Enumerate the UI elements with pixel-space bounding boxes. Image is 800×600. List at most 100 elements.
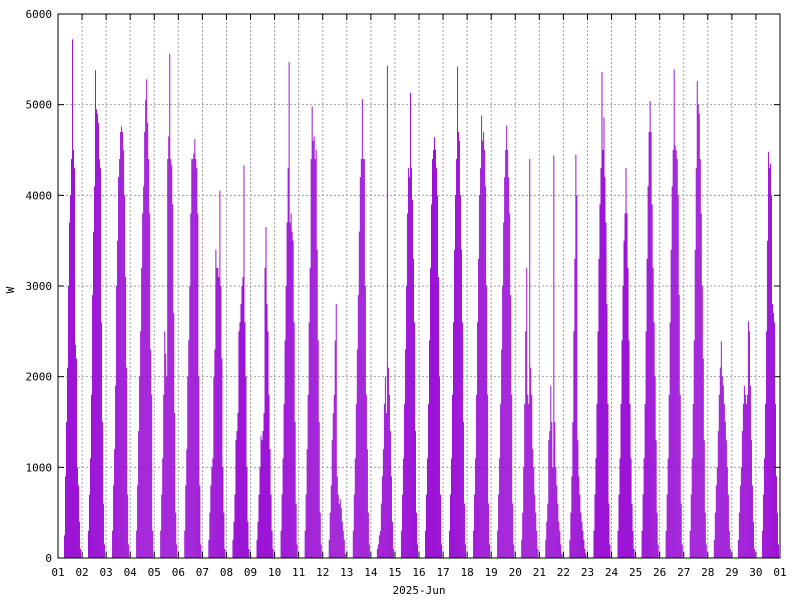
power-bar [669, 322, 671, 558]
power-bar [722, 385, 724, 558]
power-bar [310, 159, 312, 558]
power-bar [690, 494, 692, 558]
power-bar [726, 467, 728, 558]
power-bar [651, 204, 653, 558]
power-bar [196, 168, 198, 558]
power-bar [532, 449, 534, 558]
power-bar [729, 548, 731, 558]
power-bar [626, 213, 628, 558]
power-bar [673, 69, 675, 558]
power-bar [449, 530, 450, 558]
x-tick-label: 15 [388, 566, 401, 579]
power-bar [174, 412, 176, 558]
power-bar [597, 331, 599, 558]
power-bar [619, 458, 621, 558]
x-tick-label: 13 [340, 566, 353, 579]
power-bar [338, 503, 340, 558]
power-bar [387, 367, 389, 558]
power-bar [330, 485, 332, 558]
power-bar [262, 431, 264, 558]
x-tick-label: 09 [244, 566, 257, 579]
power-bar [212, 458, 214, 558]
power-bar [605, 222, 607, 558]
power-bar [556, 485, 558, 558]
power-bar [383, 403, 385, 558]
power-bar [725, 440, 727, 558]
power-bar [742, 403, 744, 558]
power-bar [482, 140, 484, 558]
power-bar [145, 100, 147, 558]
power-bar [243, 165, 245, 558]
power-bar [292, 240, 294, 559]
power-bar [536, 530, 538, 558]
power-bar [741, 431, 743, 558]
power-bar [764, 403, 766, 558]
power-bar [200, 544, 202, 558]
power-bar [358, 231, 360, 558]
power-bar [312, 140, 314, 558]
power-bar [199, 485, 201, 558]
power-bar [281, 494, 283, 558]
power-bar [483, 131, 485, 558]
power-bar [593, 530, 595, 558]
power-bar [334, 340, 336, 558]
power-bar [382, 449, 384, 558]
power-bar [633, 548, 635, 558]
power-bar [546, 521, 548, 558]
power-bar [339, 499, 341, 558]
power-bar [408, 177, 410, 558]
power-bar [745, 403, 747, 558]
power-bar [260, 435, 262, 558]
power-bar [264, 267, 266, 558]
power-bar [147, 122, 149, 559]
power-bar [771, 304, 773, 558]
x-tick-label: 02 [75, 566, 88, 579]
power-bar [329, 512, 331, 558]
power-bar [245, 376, 247, 558]
power-bar [267, 331, 269, 558]
power-bar [530, 367, 532, 558]
power-bar [381, 476, 383, 558]
power-bar [237, 412, 239, 558]
power-bar [259, 467, 261, 558]
power-bar [95, 70, 97, 559]
power-bar [357, 295, 359, 558]
power-bar [465, 544, 467, 558]
power-bar [513, 544, 515, 558]
power-bar [484, 150, 486, 558]
power-bar [175, 512, 177, 558]
power-bar [76, 358, 77, 558]
power-bar [400, 530, 402, 558]
power-bar [280, 530, 282, 558]
power-bar [425, 530, 426, 558]
power-bar [631, 503, 633, 558]
power-bar [767, 151, 769, 558]
power-bar [416, 544, 418, 558]
power-bar [405, 286, 407, 558]
power-bar [101, 322, 103, 558]
power-bar [165, 354, 167, 558]
x-tick-label: 22 [557, 566, 570, 579]
x-tick-label: 30 [749, 566, 762, 579]
power-bar [311, 106, 313, 558]
power-bar [454, 249, 456, 559]
power-bar [503, 222, 505, 558]
power-bar [404, 349, 406, 558]
power-bar [98, 122, 100, 559]
power-bar [380, 503, 382, 558]
power-bar [141, 267, 143, 558]
power-bar [652, 267, 654, 558]
power-bar [498, 494, 500, 558]
power-bar [462, 322, 464, 558]
power-bar [257, 521, 259, 558]
power-bar [583, 539, 585, 558]
power-bar [430, 267, 431, 558]
x-tick-label: 03 [100, 566, 113, 579]
power-bar [242, 276, 244, 558]
power-bar [627, 267, 629, 558]
power-bar [71, 159, 72, 558]
power-bar [289, 222, 291, 558]
power-bar [356, 349, 358, 558]
power-bar [403, 403, 405, 558]
power-bar [502, 286, 504, 558]
